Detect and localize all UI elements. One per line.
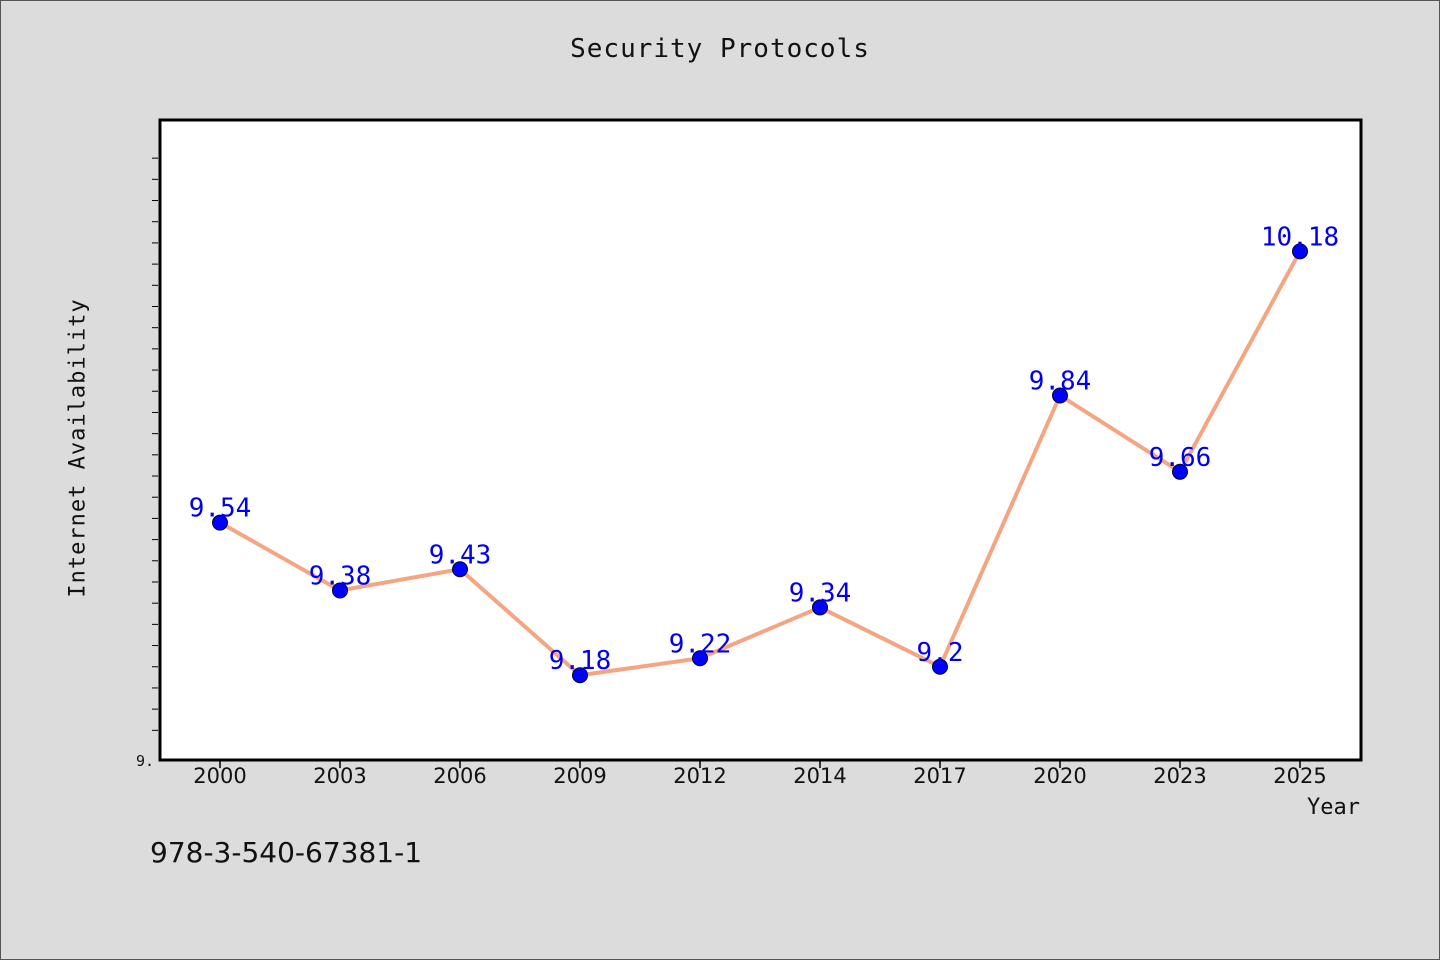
x-tick-label: 2023 [1153,764,1206,788]
x-tick-label: 2009 [553,764,606,788]
data-label: 9.66 [1149,443,1212,473]
data-point [452,561,468,578]
x-tick-label: 2003 [313,764,366,788]
x-tick-label: 2012 [673,764,726,788]
isbn-footnote: 978-3-540-67381-1 [150,836,423,869]
x-tick-label: 2000 [193,764,246,788]
data-point [1052,387,1068,404]
data-label: 9.18 [549,646,612,676]
chart-title: Security Protocols [570,34,870,64]
data-point [332,582,348,599]
data-point [812,599,828,616]
data-point [692,650,708,667]
data-point [212,514,228,531]
data-point [932,658,948,675]
data-point [1292,243,1308,260]
x-axis-label: Year [1307,795,1360,820]
data-point [572,667,588,684]
series-line [219,250,1302,678]
plot-area [158,118,1363,762]
data-label: 9.2 [917,638,964,668]
data-label: 9.34 [789,578,852,608]
data-label: 10.18 [1261,222,1339,252]
x-tick-label: 2025 [1273,764,1326,788]
data-label: 9.84 [1029,366,1092,396]
x-tick-label: 2017 [913,764,966,788]
data-label: 9.43 [429,540,492,570]
x-tick-label: 2014 [793,764,846,788]
data-label: 9.22 [669,629,732,659]
y-tick-label: 9. [136,752,154,770]
x-tick-label: 2006 [433,764,486,788]
data-label: 9.54 [189,494,252,524]
x-tick-label: 2020 [1033,764,1086,788]
data-label: 9.38 [309,561,372,591]
data-point [1172,463,1188,480]
